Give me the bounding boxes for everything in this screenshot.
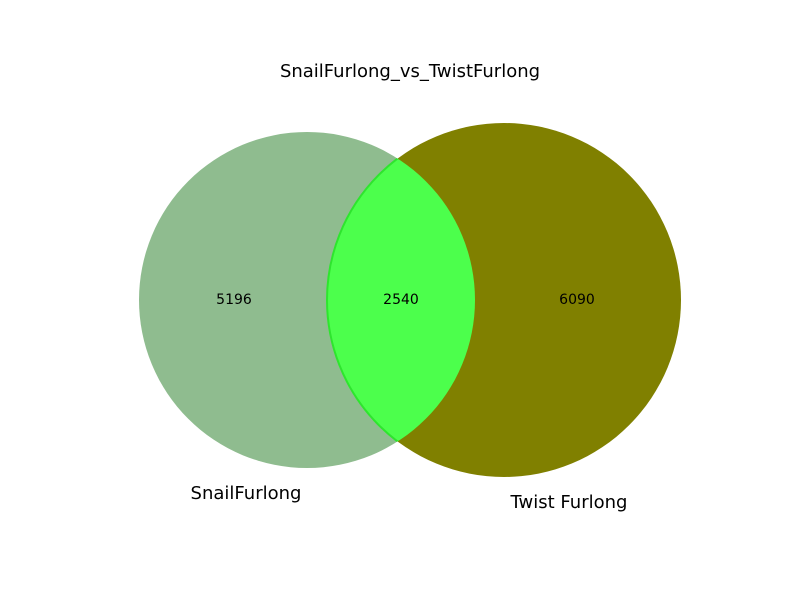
left-only-count: 5196 [216, 292, 252, 308]
left-set-label: SnailFurlong [191, 483, 302, 504]
diagram-title: SnailFurlong_vs_TwistFurlong [280, 61, 540, 82]
intersection-count: 2540 [383, 292, 419, 308]
right-set-label: Twist Furlong [510, 492, 628, 513]
intersection-region [326, 132, 475, 468]
right-only-count: 6090 [559, 292, 595, 308]
